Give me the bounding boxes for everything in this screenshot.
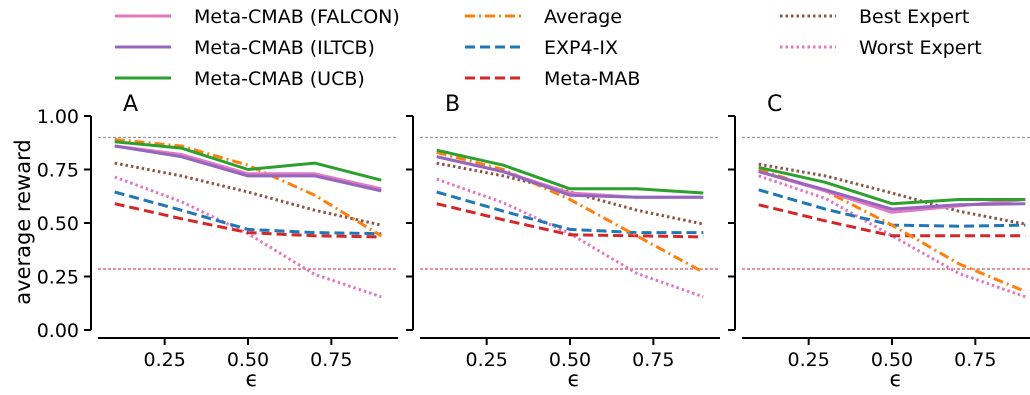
legend-entry-best: Best Expert [780, 6, 969, 28]
series-line-iltcb [114, 144, 382, 193]
legend-entry-iltcb: Meta-CMAB (ILTCB) [115, 37, 375, 59]
legend-entry-exp4: EXP4-IX [465, 37, 618, 59]
series-line-average [114, 138, 383, 238]
x-tick-label: 0.25 [466, 349, 508, 371]
x-tick-label: 0.25 [144, 349, 186, 371]
legend-label-average: Average [544, 6, 622, 28]
legend-label-metamab: Meta-MAB [544, 68, 640, 90]
x-tick-label: 0.75 [954, 349, 996, 371]
x-axis-label: ϵ [568, 367, 581, 391]
panel-a: 0.00 0.25 0.50 0.75 1.00 0.25 0.50 0.75 ϵ A [37, 92, 398, 391]
series-line-best [114, 161, 382, 227]
y-tick-label: 0.50 [37, 213, 79, 235]
legend-label-falcon: Meta-CMAB (FALCON) [194, 6, 400, 28]
legend-entry-average: Average [465, 6, 622, 28]
series-line-ucb [436, 148, 704, 195]
legend-label-ucb: Meta-CMAB (UCB) [194, 68, 365, 90]
y-tick-label: 1.00 [37, 106, 79, 128]
series-line-ucb [114, 140, 382, 182]
series-line-iltcb [758, 170, 1026, 211]
legend-entry-worst: Worst Expert [780, 37, 982, 59]
legend-entry-ucb: Meta-CMAB (UCB) [115, 68, 365, 90]
x-tick-label: 0.75 [310, 349, 352, 371]
legend-label-exp4: EXP4-IX [544, 37, 618, 59]
y-tick-label: 0.00 [37, 320, 79, 342]
x-tick-label: 0.25 [788, 349, 830, 371]
series-line-metamab [436, 202, 704, 239]
x-tick-label: 0.50 [549, 349, 591, 371]
series-line-iltcb [436, 155, 704, 199]
series-line-metamab [114, 202, 382, 239]
x-axis-label: ϵ [890, 367, 903, 391]
y-tick-label: 0.75 [37, 160, 79, 182]
y-tick-label: 0.25 [37, 267, 79, 289]
x-tick-label: 0.50 [227, 349, 269, 371]
series-line-exp4 [114, 190, 382, 236]
series-line-best [436, 161, 704, 226]
legend-entry-falcon: Meta-CMAB (FALCON) [115, 6, 400, 28]
legend-label-worst: Worst Expert [859, 37, 982, 59]
series-line-best [758, 162, 1026, 226]
series-line-average [436, 150, 705, 274]
panel-label: C [767, 92, 782, 117]
legend-entry-metamab: Meta-MAB [465, 68, 640, 90]
x-tick-label: 0.50 [871, 349, 913, 371]
panel-label: B [445, 92, 460, 117]
legend-label-iltcb: Meta-CMAB (ILTCB) [194, 37, 375, 59]
panel-c: 0.25 0.50 0.75 ϵ C [728, 92, 1030, 391]
panel-label: A [123, 92, 138, 117]
x-axis-label: ϵ [246, 367, 259, 391]
y-axis-label: average reward [11, 139, 35, 304]
legend-label-best: Best Expert [859, 6, 969, 28]
panel-b: 0.25 0.50 0.75 ϵ B [406, 92, 720, 391]
series-line-average [758, 168, 1026, 293]
series-line-ucb [758, 165, 1026, 206]
series-line-exp4 [436, 190, 704, 235]
legend: Meta-CMAB (FALCON) Meta-CMAB (ILTCB) Meta-… [115, 6, 982, 90]
x-tick-label: 0.75 [632, 349, 674, 371]
series-line-metamab [758, 203, 1026, 238]
